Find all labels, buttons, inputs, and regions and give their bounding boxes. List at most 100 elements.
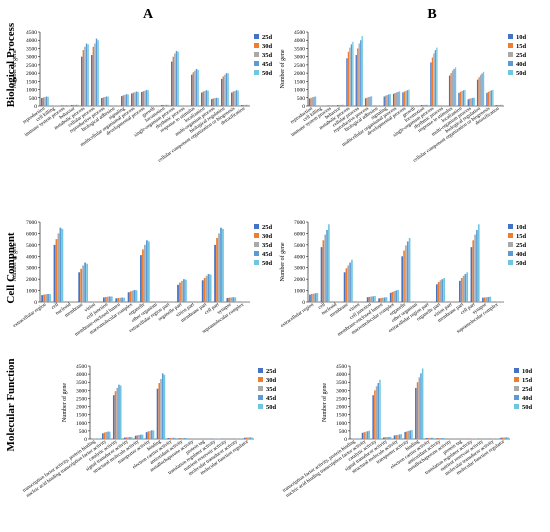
legend-label: 40d [516,61,527,68]
bar [61,105,63,106]
bar [172,437,175,439]
legend-label: 10d [516,224,527,231]
bar [127,94,129,106]
bar [470,247,473,302]
legend-label: 15d [516,43,527,50]
bar [235,90,238,106]
bar [436,47,438,106]
legend-swatch [514,386,519,391]
bar [192,72,194,106]
bar [495,105,497,106]
bar [429,437,431,439]
bar [489,296,492,302]
bar [137,91,139,106]
bar [406,241,409,302]
bar [183,279,185,302]
bar [372,296,374,302]
bar [441,438,444,439]
bar [45,96,48,106]
bar [78,272,81,302]
bar [94,438,97,439]
bar [107,431,109,439]
bar [393,291,396,302]
bar [487,91,490,106]
bar [67,105,69,106]
column-label-b: B [427,7,436,22]
bar [142,91,144,106]
legend-label: 25d [262,224,273,231]
y-tick-label: 3500 [294,46,305,52]
category-label: extracellular region [280,302,315,329]
bar [236,438,239,439]
bar [147,241,150,302]
bar [441,279,444,302]
bar [109,431,111,439]
legend-swatch [258,368,263,373]
legend-swatch [254,52,259,57]
bar [57,233,60,302]
bar [218,233,220,302]
bar [430,437,433,439]
bar [420,373,422,439]
bar [165,104,168,106]
legend-label: 15d [516,233,527,240]
bar [458,92,460,106]
bar [361,432,364,439]
bar [314,96,317,106]
bar [117,105,119,106]
y-tick-label: 2000 [294,277,305,283]
bar [65,105,68,106]
legend-swatch [508,61,513,66]
bar [185,438,188,439]
bar [439,280,442,302]
y-axis-title: Number of gene [61,383,68,422]
bar [310,97,312,106]
bar [141,434,144,439]
bar [81,56,83,106]
bar [214,98,216,106]
bar [228,297,231,302]
bar [131,93,133,106]
y-tick-label: 6000 [294,231,305,237]
y-tick-label: 1000 [26,88,37,94]
bar [114,105,116,106]
y-tick-label: 1500 [26,79,37,85]
legend-label: 50d [522,404,533,411]
bar [365,431,367,439]
category-label: transcription factor activity, protein b… [22,439,97,493]
bar [152,105,154,106]
legend-swatch [514,395,519,400]
legend-label: 30d [262,233,273,240]
y-tick-label: 2000 [26,277,37,283]
bar [244,104,246,106]
bar [232,91,234,106]
bar [343,272,346,302]
bar [505,437,508,439]
legend-swatch [508,52,513,57]
bar [44,97,46,106]
bar [42,97,44,106]
bar [372,395,374,439]
legend-label: 50d [516,260,527,267]
bar [86,263,88,302]
y-tick-label: 1000 [336,421,347,427]
bar [357,438,360,439]
bar [411,429,413,439]
bar [502,437,504,439]
legend-swatch [254,224,259,229]
bar [98,438,100,439]
bar [216,238,218,302]
bar [127,437,129,439]
bar [205,275,208,302]
bar [464,89,466,106]
bar [494,438,497,439]
bar [443,437,445,439]
legend-swatch [254,34,259,39]
bar [41,98,43,106]
bar [383,96,385,106]
bar [125,94,128,106]
legend-label: 35d [262,242,273,249]
legend-label: 25d [262,34,273,41]
bar [197,69,199,106]
bar [368,430,371,439]
